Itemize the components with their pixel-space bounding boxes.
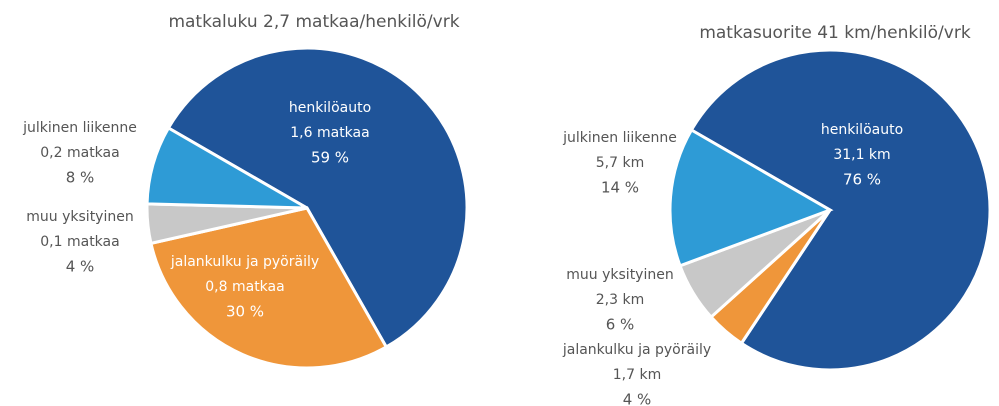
slice-label: henkilöauto (821, 122, 903, 138)
slice-amount: 31,1 km (833, 147, 890, 163)
slice-percent: 59 % (311, 149, 349, 167)
pie-slice (689, 48, 992, 372)
slice-label: henkilöauto (289, 100, 371, 116)
slice-label: julkinen liikenne (562, 130, 677, 146)
chart-title: matkaluku 2,7 matkaa/henkilö/vrk (168, 12, 459, 32)
slice-percent: 4 % (66, 258, 95, 276)
slice-label: muu yksityinen (26, 209, 133, 225)
slice-amount: 1,7 km (613, 367, 661, 383)
slice-amount: 1,6 matkaa (290, 125, 369, 141)
slice-percent: 4 % (623, 391, 652, 406)
slice-label: muu yksityinen (566, 267, 673, 283)
pie-slice (668, 127, 834, 268)
chart-title: matkasuorite 41 km/henkilö/vrk (699, 23, 971, 43)
slice-amount: 0,1 matkaa (40, 234, 119, 250)
slice-percent: 14 % (601, 179, 639, 197)
pie-slice (166, 46, 469, 350)
slice-amount: 0,8 matkaa (205, 279, 284, 295)
slice-percent: 8 % (66, 169, 95, 187)
slice-label: julkinen liikenne (22, 120, 137, 136)
slice-percent: 30 % (226, 303, 264, 321)
slice-percent: 6 % (606, 316, 635, 334)
slice-amount: 5,7 km (596, 155, 644, 171)
slice-amount: 0,2 matkaa (40, 145, 119, 161)
slice-label: jalankulku ja pyöräily (562, 342, 711, 358)
slice-amount: 2,3 km (596, 292, 644, 308)
slice-percent: 76 % (843, 171, 881, 189)
slice-label: jalankulku ja pyöräily (170, 254, 319, 270)
pie-slice (149, 206, 389, 370)
pie-slice (145, 125, 308, 210)
